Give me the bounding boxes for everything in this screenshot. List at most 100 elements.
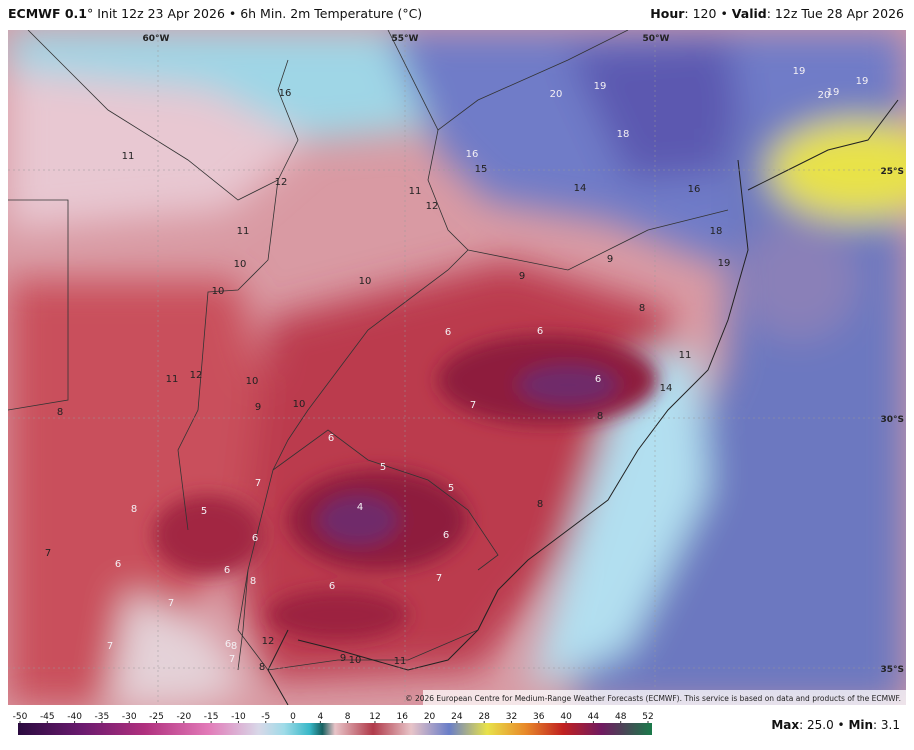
colorbar-tick-label: 8 bbox=[345, 712, 351, 722]
colorbar-tick-label: 0 bbox=[290, 712, 296, 722]
temperature-label: 20 bbox=[550, 89, 563, 100]
colorbar-tick-label: 16 bbox=[397, 712, 409, 722]
temperature-label: 5 bbox=[448, 483, 454, 494]
copyright-bg bbox=[423, 690, 906, 705]
border bbox=[8, 199, 69, 411]
temperature-label: 16 bbox=[688, 184, 701, 195]
colorbar: -50 -45 -40 -35 -30 -25 -20 -15 -10 -5 0 4 8 12 16 20 24… bbox=[13, 712, 654, 735]
temperature-label: 10 bbox=[246, 376, 259, 387]
temperature-label: 12 bbox=[426, 201, 439, 212]
temperature-label: 9 bbox=[255, 402, 261, 413]
min-value: : 3.1 bbox=[873, 718, 900, 732]
init: Init 12z 23 Apr 2026 • 6h Min. 2m Temper… bbox=[93, 6, 423, 21]
max-value: : 25.0 • bbox=[799, 718, 849, 732]
temperature-label: 12 bbox=[262, 636, 275, 647]
copyright: © 2026 European Centre for Medium-Range … bbox=[405, 694, 901, 703]
temperature-label: 14 bbox=[660, 383, 673, 394]
borders bbox=[8, 30, 906, 705]
temperature-label: 7 bbox=[107, 641, 113, 652]
temperature-label: 8 bbox=[250, 576, 256, 587]
hour-label: Hour bbox=[650, 6, 685, 21]
temperature-label: 6 bbox=[537, 326, 543, 337]
colorbar-tick-label: -10 bbox=[231, 712, 246, 722]
colorbar-tick-label: 20 bbox=[424, 712, 436, 722]
colorbar-tick-label: -35 bbox=[95, 712, 110, 722]
longitude-label: 50°W bbox=[643, 34, 670, 44]
temperature-label: 7 bbox=[45, 548, 51, 559]
temperature-label: 19 bbox=[718, 258, 731, 269]
temperature-label: 19 bbox=[594, 81, 607, 92]
colorbar-tick-label: -40 bbox=[67, 712, 82, 722]
temperature-label: 18 bbox=[617, 129, 630, 140]
temperature-label: 11 bbox=[166, 374, 179, 385]
temperature-label: 10 bbox=[359, 276, 372, 287]
temperature-label: 14 bbox=[574, 183, 587, 194]
colorbar-tick-label: -20 bbox=[176, 712, 191, 722]
colorbar-tick-label: -25 bbox=[149, 712, 164, 722]
temperature-label: 20 bbox=[818, 90, 831, 101]
colorbar-tick-label: 36 bbox=[533, 712, 545, 722]
longitude-label: 55°W bbox=[392, 34, 419, 44]
temperature-label: 6 bbox=[224, 565, 230, 576]
temperature-label: 16 bbox=[279, 88, 292, 99]
temperature-label: 10 bbox=[293, 399, 306, 410]
temperature-label: 6 bbox=[595, 374, 601, 385]
colorbar-tick-label: 28 bbox=[478, 712, 490, 722]
hour-value: : 120 • bbox=[684, 6, 732, 21]
temperature-label: 11 bbox=[122, 151, 135, 162]
temperature-label: 16 bbox=[466, 149, 479, 160]
coastline bbox=[297, 159, 749, 671]
max-min: Max: 25.0 • Min: 3.1 bbox=[771, 718, 900, 732]
temperature-label: 8 bbox=[537, 499, 543, 510]
temperature-label: 5 bbox=[380, 462, 386, 473]
temperature-label: 6 bbox=[225, 639, 231, 650]
border bbox=[177, 179, 279, 531]
temperature-label: 10 bbox=[212, 286, 225, 297]
temperature-label: 8 bbox=[639, 303, 645, 314]
temperature-label: 8 bbox=[231, 641, 237, 652]
colorbar-tick-label: 52 bbox=[642, 712, 653, 722]
temperature-label: 6 bbox=[115, 559, 121, 570]
border bbox=[27, 30, 299, 201]
latitude-label: 35°S bbox=[880, 665, 904, 675]
min-label: Min bbox=[848, 718, 874, 732]
colorbar-tick-label: 48 bbox=[615, 712, 627, 722]
colorbar-tick-label: 4 bbox=[317, 712, 323, 722]
temperature-label: 12 bbox=[275, 177, 288, 188]
temperature-label: 11 bbox=[394, 656, 407, 667]
coastline bbox=[747, 99, 899, 191]
temperature-label: 7 bbox=[255, 478, 261, 489]
colorbar-tick-label: 32 bbox=[506, 712, 517, 722]
colorbar-tick-label: 40 bbox=[560, 712, 572, 722]
degree: ° bbox=[86, 6, 94, 21]
temperature-label: 4 bbox=[357, 502, 363, 513]
header-left: ECMWF 0.1° Init 12z 23 Apr 2026 • 6h Min… bbox=[8, 6, 422, 21]
colorbar-tick-label: -30 bbox=[122, 712, 137, 722]
temperature-label: 6 bbox=[443, 530, 449, 541]
temperature-label: 8 bbox=[131, 504, 137, 515]
temperature-label: 7 bbox=[436, 573, 442, 584]
temperature-label: 8 bbox=[259, 662, 265, 673]
colorbar-tick-label: -15 bbox=[204, 712, 219, 722]
temperature-label: 12 bbox=[190, 370, 203, 381]
border bbox=[387, 30, 629, 131]
temperature-label: 8 bbox=[57, 407, 63, 418]
latitude-label: 30°S bbox=[880, 415, 904, 425]
colorbar-tick-label: 24 bbox=[451, 712, 463, 722]
border bbox=[272, 429, 499, 571]
temperature-label: 7 bbox=[168, 598, 174, 609]
temperature-label: 8 bbox=[597, 411, 603, 422]
coastline bbox=[267, 629, 289, 705]
model: ECMWF 0.1 bbox=[8, 6, 87, 21]
temperature-label: 10 bbox=[349, 655, 362, 666]
latitude-label: 25°S bbox=[880, 167, 904, 177]
colorbar-tick-label: -5 bbox=[261, 712, 270, 722]
temperature-label: 18 bbox=[710, 226, 723, 237]
temperature-label: 10 bbox=[234, 259, 247, 270]
temperature-label: 11 bbox=[409, 186, 422, 197]
temperature-label: 6 bbox=[328, 433, 334, 444]
temperature-label: 9 bbox=[519, 271, 525, 282]
temperature-label: 5 bbox=[201, 506, 207, 517]
temperature-label: 6 bbox=[329, 581, 335, 592]
